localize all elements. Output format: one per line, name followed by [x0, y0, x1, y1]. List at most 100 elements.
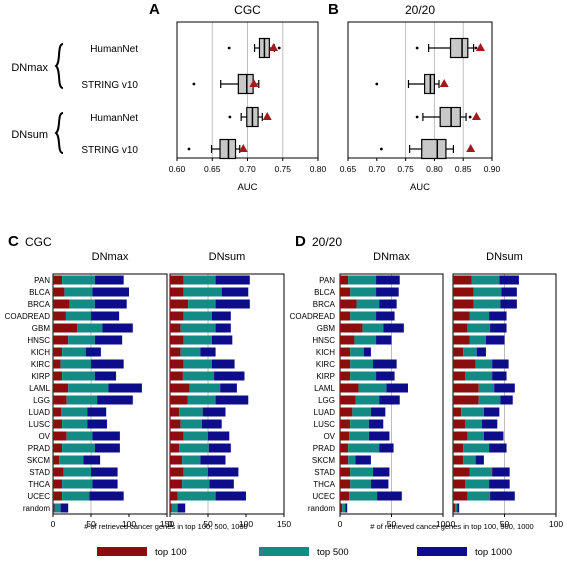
- bar-top100: [170, 419, 181, 429]
- bar-top100: [53, 503, 55, 513]
- legend-label: top 1000: [475, 547, 512, 558]
- category-label: THCA: [28, 480, 50, 489]
- bar-top500: [463, 347, 477, 357]
- legend-label: top 100: [155, 547, 187, 558]
- tick-label: 100: [239, 519, 253, 529]
- bar-top500: [69, 299, 95, 309]
- category-label: GBM: [317, 324, 336, 333]
- outlier-point: [468, 115, 472, 119]
- bar-top100: [453, 371, 466, 381]
- category-label: STAD: [314, 468, 335, 477]
- bar-top100: [453, 395, 479, 405]
- tick-label: 0.80: [426, 164, 443, 174]
- bar-top500: [467, 431, 484, 441]
- outlier-point: [187, 147, 191, 151]
- bar-top100: [340, 443, 349, 453]
- bar-top500: [348, 443, 380, 453]
- bar-top100: [453, 407, 462, 417]
- bar-top1000: [368, 419, 384, 429]
- bar-top500: [350, 371, 377, 381]
- category-label: LGG: [33, 396, 50, 405]
- bar-top100: [340, 467, 351, 477]
- bar-top1000: [87, 407, 107, 417]
- category-label: COADREAD: [5, 312, 51, 321]
- bar-top500: [349, 431, 369, 441]
- category-label: LUAD: [314, 408, 336, 417]
- bar-top100: [170, 287, 184, 297]
- bar-top500: [180, 347, 201, 357]
- bar-top100: [453, 323, 468, 333]
- bar-top100: [453, 287, 474, 297]
- panel-letter: B: [328, 1, 339, 18]
- category-label: PAN: [34, 276, 50, 285]
- bar-top100: [170, 467, 184, 477]
- bar-top100: [340, 299, 357, 309]
- bar-top500: [183, 431, 208, 441]
- plot-frame: [169, 273, 285, 515]
- bar-top100: [453, 359, 476, 369]
- bar-top1000: [379, 395, 400, 405]
- bar-top500: [68, 383, 109, 393]
- bar-top500: [66, 395, 98, 405]
- bar-top1000: [60, 503, 69, 513]
- tick-label: 50: [86, 519, 96, 529]
- bar-top1000: [108, 383, 142, 393]
- bar-top100: [340, 311, 351, 321]
- bar-top1000: [501, 287, 517, 297]
- bar-top100: [170, 479, 183, 489]
- bar-top100: [170, 431, 184, 441]
- bar-top1000: [211, 311, 231, 321]
- tick-label: 150: [160, 519, 174, 529]
- bar-top100: [170, 443, 180, 453]
- subpanel-title: DNmax: [373, 251, 410, 263]
- tick-label: 0.85: [455, 164, 472, 174]
- bar-top1000: [215, 395, 249, 405]
- box: [439, 106, 461, 128]
- triangle-marker: [466, 144, 476, 152]
- bar-top500: [59, 455, 84, 465]
- bar-top500: [469, 467, 493, 477]
- brace: [54, 112, 64, 154]
- bar-top500: [62, 443, 95, 453]
- subpanel-title: DNmax: [92, 251, 129, 263]
- bar-top1000: [376, 335, 392, 345]
- bar-top500: [349, 491, 378, 501]
- bar-top500: [189, 383, 221, 393]
- tick-label: 0: [51, 519, 56, 529]
- bar-top500: [469, 311, 490, 321]
- bar-top1000: [377, 491, 402, 501]
- box: [237, 73, 254, 95]
- bar-top1000: [209, 479, 234, 489]
- bar-top1000: [91, 467, 118, 477]
- bar-top500: [463, 455, 476, 465]
- panel-title: 20/20: [405, 3, 435, 17]
- bar-top100: [340, 323, 363, 333]
- bar-top1000: [379, 443, 394, 453]
- triangle-marker: [262, 112, 272, 120]
- bar-top100: [53, 407, 62, 417]
- category-label: KIRC: [31, 360, 50, 369]
- bar-top500: [461, 407, 484, 417]
- tick-label: 0.75: [397, 164, 414, 174]
- outlier-point: [474, 46, 478, 50]
- bar-top100: [340, 383, 359, 393]
- category-label: KIRP: [31, 372, 50, 381]
- bar-top1000: [345, 503, 348, 513]
- bar-top100: [53, 467, 64, 477]
- bar-top1000: [457, 503, 460, 513]
- bar-top500: [60, 359, 91, 369]
- bar-top500: [471, 275, 500, 285]
- bar-top1000: [97, 395, 133, 405]
- bar-top1000: [214, 371, 245, 381]
- bar-top1000: [386, 383, 408, 393]
- category-label: UCEC: [27, 492, 50, 501]
- category-label: STAD: [29, 468, 50, 477]
- bar-top100: [170, 299, 189, 309]
- tick-label: 100: [549, 519, 563, 529]
- bar-top1000: [476, 347, 486, 357]
- bar-top100: [53, 359, 61, 369]
- bar-top100: [53, 299, 70, 309]
- bar-top100: [340, 479, 351, 489]
- bar-top500: [350, 311, 377, 321]
